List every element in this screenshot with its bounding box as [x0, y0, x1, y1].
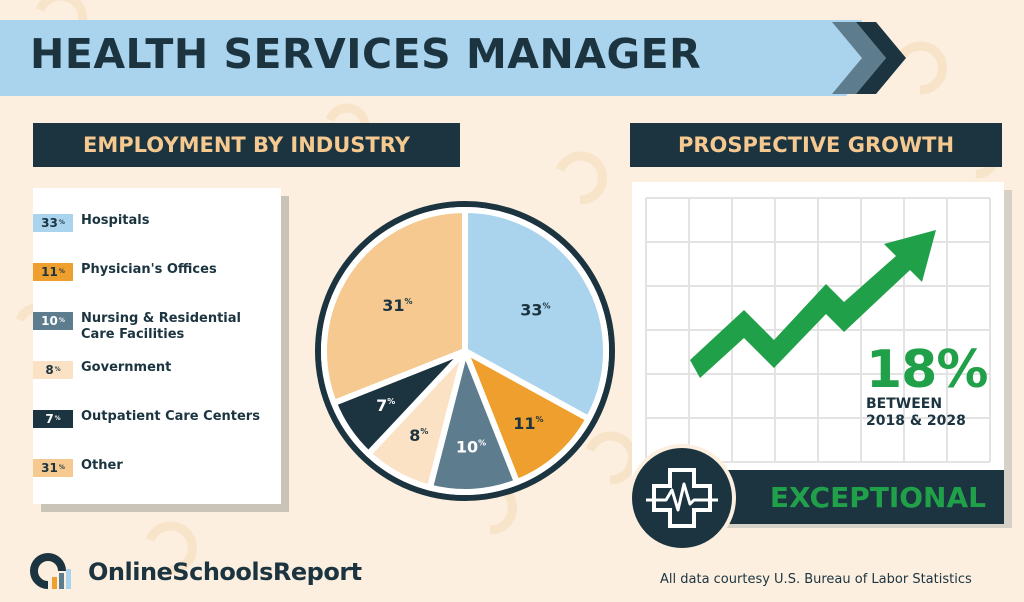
pie-slice-other	[321, 207, 468, 406]
legend-label: Hospitals	[81, 213, 150, 228]
legend-card: 33% Hospitals 11% Physician's Offices 10…	[33, 188, 281, 504]
source-credit: All data courtesy U.S. Bureau of Labor S…	[660, 572, 972, 587]
graph-grid	[645, 197, 991, 463]
growth-header: PROSPECTIVE GROWTH	[630, 123, 1002, 167]
medical-cross-icon	[628, 444, 736, 552]
title-banner	[0, 20, 840, 96]
legend-label: Other	[81, 458, 123, 473]
pie-chart: 33%11%10%8%7%31%	[315, 201, 615, 501]
growth-period-line1: BETWEEN	[866, 396, 943, 412]
legend-label: Nursing & Residential Care Facilities	[81, 311, 241, 342]
growth-percent: 18%	[866, 340, 988, 400]
legend-item-physicians-offices: 11% Physician's Offices	[33, 262, 271, 281]
title-chevrons	[814, 20, 906, 96]
pie-slice-hospitals	[462, 207, 609, 422]
legend-item-hospitals: 33% Hospitals	[33, 213, 271, 232]
legend-badge: 10%	[33, 312, 73, 330]
legend-item-nursing: 10% Nursing & Residential Care Facilitie…	[33, 311, 271, 343]
legend-badge: 31%	[33, 459, 73, 477]
legend-badge: 7%	[33, 410, 73, 428]
legend-item-outpatient: 7% Outpatient Care Centers	[33, 409, 271, 428]
growth-period-line2: 2018 & 2028	[866, 413, 966, 429]
brand-name: OnlineSchoolsReport	[88, 558, 362, 586]
legend-item-other: 31% Other	[33, 458, 271, 477]
growth-rating: EXCEPTIONAL	[720, 470, 1004, 524]
employment-header: EMPLOYMENT BY INDUSTRY	[33, 123, 460, 167]
pie-slice-physician-s-offices	[462, 348, 592, 486]
growth-arrow	[690, 230, 936, 378]
growth-graph	[645, 197, 991, 463]
page-title: HEALTH SERVICES MANAGER	[30, 30, 702, 78]
legend-badge: 11%	[33, 263, 73, 281]
legend-label: Government	[81, 360, 172, 375]
legend-label: Physician's Offices	[81, 262, 217, 277]
brand: OnlineSchoolsReport	[30, 553, 362, 591]
legend-badge: 8%	[33, 361, 73, 379]
brand-logo-icon	[30, 553, 71, 589]
legend-item-government: 8% Government	[33, 360, 271, 379]
legend-badge: 33%	[33, 214, 73, 232]
legend-label: Outpatient Care Centers	[81, 409, 260, 424]
growth-period: BETWEEN 2018 & 2028	[866, 396, 986, 430]
